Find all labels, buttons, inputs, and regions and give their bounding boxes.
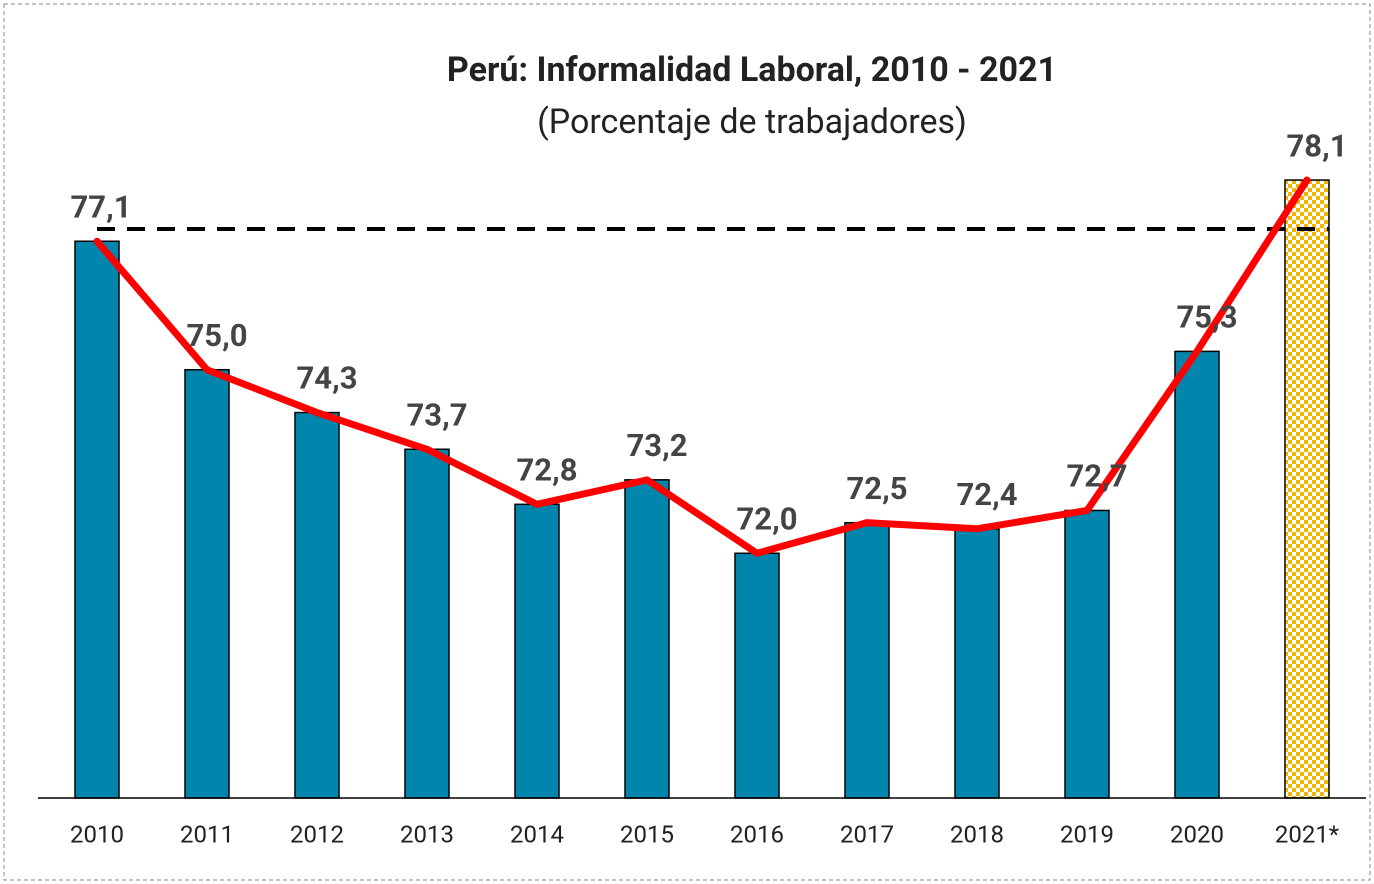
data-label: 77,1 <box>71 188 132 225</box>
bar <box>404 448 450 799</box>
data-label: 73,7 <box>407 396 468 433</box>
bar <box>954 528 1000 799</box>
bar <box>624 479 670 799</box>
chart-subtitle: (Porcentaje de trabajadores) <box>537 102 967 142</box>
x-tick-label: 2018 <box>950 820 1004 848</box>
data-label: 78,1 <box>1287 127 1348 164</box>
bar <box>1284 179 1330 799</box>
data-label: 75,3 <box>1177 299 1238 336</box>
bar <box>844 521 890 799</box>
data-label: 75,0 <box>187 317 248 354</box>
x-tick-label: 2010 <box>70 820 124 848</box>
bar <box>734 552 780 799</box>
data-label: 73,2 <box>627 427 688 464</box>
data-label: 72,0 <box>737 500 798 537</box>
x-tick-label: 2015 <box>620 820 674 848</box>
data-label: 72,8 <box>517 452 578 489</box>
x-tick-label: 2019 <box>1060 820 1114 848</box>
bar <box>294 411 340 799</box>
x-tick-label: 2013 <box>400 820 454 848</box>
bar <box>184 368 230 799</box>
data-label: 72,5 <box>847 470 908 507</box>
x-tick-label: 2011 <box>180 820 234 848</box>
x-tick-label: 2020 <box>1170 820 1224 848</box>
x-tick-label: 2016 <box>730 820 784 848</box>
chart-title: Perú: Informalidad Laboral, 2010 - 2021 <box>447 50 1057 90</box>
bar <box>1174 350 1220 799</box>
data-label: 74,3 <box>297 360 358 397</box>
bar <box>514 503 560 799</box>
frame <box>3 3 1371 881</box>
bar <box>1064 509 1110 799</box>
x-tick-label: 2012 <box>290 820 344 848</box>
x-tick-label: 2014 <box>510 820 564 848</box>
bar <box>74 240 120 799</box>
x-tick-label: 2021* <box>1275 820 1340 848</box>
trend-line <box>93 176 1311 557</box>
x-tick-label: 2017 <box>840 820 894 848</box>
data-label: 72,4 <box>957 476 1018 513</box>
data-label: 72,7 <box>1067 458 1128 495</box>
